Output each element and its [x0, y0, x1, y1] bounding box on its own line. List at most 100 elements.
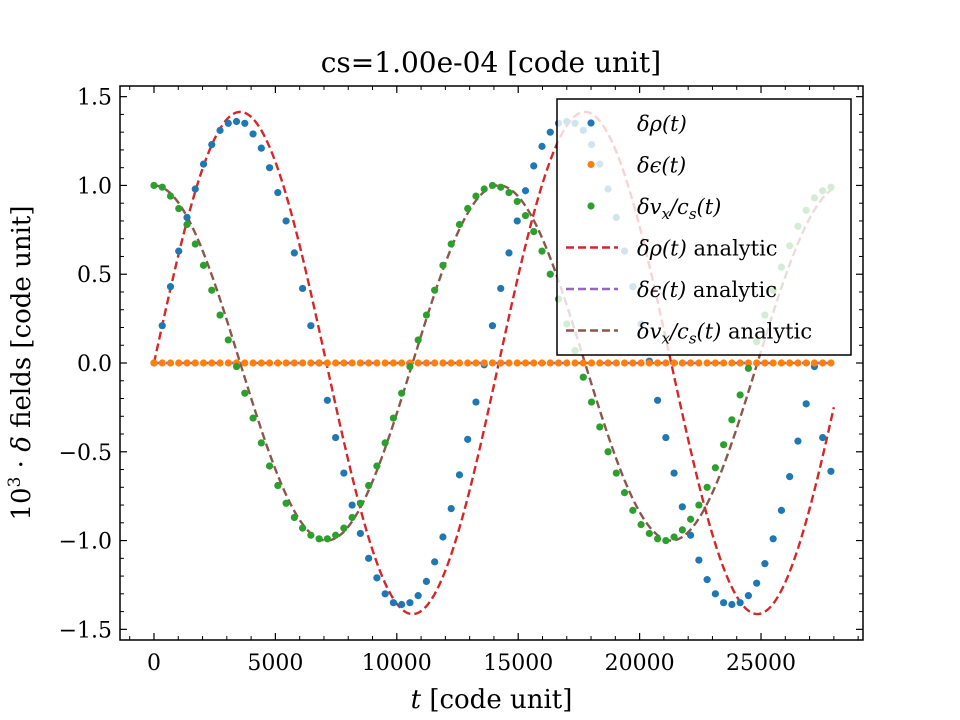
data-point-vel	[711, 464, 719, 472]
data-point-rho	[422, 577, 431, 586]
data-point-eps	[414, 359, 422, 367]
data-point-eps	[431, 359, 439, 367]
data-point-rho	[332, 433, 340, 442]
data-point-vel	[216, 311, 224, 319]
data-point-eps	[265, 359, 274, 367]
data-point-eps	[505, 359, 513, 367]
data-point-vel	[389, 414, 397, 422]
data-point-rho	[406, 599, 414, 607]
data-point-eps	[563, 359, 571, 367]
data-point-vel	[728, 416, 736, 424]
y-tick-label: −0.5	[59, 441, 112, 466]
legend-marker	[587, 119, 595, 127]
data-point-vel	[439, 261, 447, 269]
data-point-rho	[464, 435, 472, 443]
data-point-rho	[695, 556, 703, 564]
data-point-eps	[224, 359, 232, 367]
data-point-vel	[546, 270, 554, 278]
legend-label: δvx/cs(t) analytic	[637, 320, 812, 348]
data-point-vel	[257, 439, 265, 447]
data-point-eps	[521, 359, 530, 367]
data-point-vel	[513, 197, 521, 206]
data-point-vel	[744, 364, 752, 372]
data-point-vel	[381, 439, 389, 447]
data-point-rho	[274, 188, 282, 197]
data-point-vel	[406, 362, 414, 371]
data-point-rho	[282, 217, 290, 225]
y-axis-title-prefix: 10	[7, 487, 37, 520]
data-point-eps	[513, 359, 521, 367]
data-point-eps	[530, 359, 538, 367]
data-point-vel	[720, 441, 728, 449]
data-point-eps	[612, 359, 620, 367]
legend-item-rho-analytic: δρ(t) analytic	[566, 237, 778, 261]
data-point-eps	[488, 359, 497, 367]
data-point-rho	[398, 600, 406, 609]
y-axis-title-rest: fields [code unit]	[7, 206, 37, 437]
data-point-rho	[431, 558, 439, 566]
data-point-vel	[662, 536, 670, 545]
data-point-vel	[373, 462, 381, 470]
data-point-rho	[389, 599, 397, 607]
data-point-rho	[265, 164, 274, 172]
data-point-eps	[711, 359, 719, 367]
data-point-rho	[662, 433, 670, 442]
data-point-vel	[612, 469, 620, 477]
y-axis-title-sup: 3	[5, 477, 25, 488]
data-point-vel	[538, 247, 546, 255]
data-point-vel	[653, 535, 662, 543]
data-point-eps	[307, 359, 315, 367]
legend-item-rho: δρ(t)	[587, 112, 687, 136]
data-point-eps	[736, 359, 744, 367]
y-tick-label: 1.5	[77, 86, 112, 111]
data-point-eps	[629, 359, 637, 367]
data-point-rho	[241, 119, 249, 127]
data-point-rho	[521, 187, 530, 195]
axis-ticks: 0 5000 10000 15000 20000 25000 −1.5 −1.0 −0.5 0.0…	[59, 86, 863, 676]
data-point-vel	[687, 515, 695, 523]
data-point-rho	[753, 579, 761, 587]
legend-item-vel: δvx/cs(t)	[587, 195, 721, 223]
data-point-eps	[571, 359, 579, 367]
data-point-eps	[678, 359, 686, 367]
data-point-rho	[786, 473, 794, 481]
data-point-eps	[464, 359, 472, 367]
data-point-vel	[315, 535, 323, 543]
data-point-vel	[183, 220, 191, 229]
data-point-eps	[802, 359, 810, 367]
data-point-eps	[257, 359, 265, 367]
data-point-eps	[290, 359, 298, 367]
data-point-vel	[398, 389, 406, 397]
data-point-eps	[365, 359, 373, 367]
data-point-vel	[348, 513, 356, 522]
legend: δρ(t) δϵ(t) δvx/cs(t) δρ(t) analytic δϵ(t) a…	[556, 98, 852, 356]
data-point-vel	[199, 261, 208, 269]
data-point-eps	[158, 359, 166, 367]
data-point-rho	[381, 590, 389, 598]
data-point-eps	[827, 359, 835, 367]
y-axis-title: 103 · δ fields [code unit]	[5, 206, 37, 521]
data-point-rho	[249, 130, 257, 138]
data-point-eps	[786, 359, 794, 367]
data-point-eps	[753, 359, 761, 367]
data-point-rho	[455, 471, 464, 479]
data-point-eps	[480, 359, 488, 367]
data-point-vel	[414, 336, 422, 344]
x-tick-label: 10000	[362, 651, 432, 676]
data-point-rho	[216, 126, 224, 134]
data-point-rho	[183, 213, 191, 221]
data-point-vel	[191, 240, 199, 248]
data-point-rho	[414, 592, 422, 600]
data-point-eps	[389, 359, 397, 367]
data-point-rho	[290, 249, 298, 257]
data-point-vel	[480, 185, 488, 193]
data-point-eps	[373, 359, 381, 367]
data-point-eps	[166, 359, 175, 367]
x-tick-label: 5000	[247, 651, 303, 676]
data-point-eps	[241, 359, 249, 367]
data-point-eps	[744, 359, 752, 367]
y-tick-label: 0.0	[77, 352, 112, 377]
data-point-vel	[645, 529, 653, 538]
data-point-eps	[447, 359, 455, 367]
